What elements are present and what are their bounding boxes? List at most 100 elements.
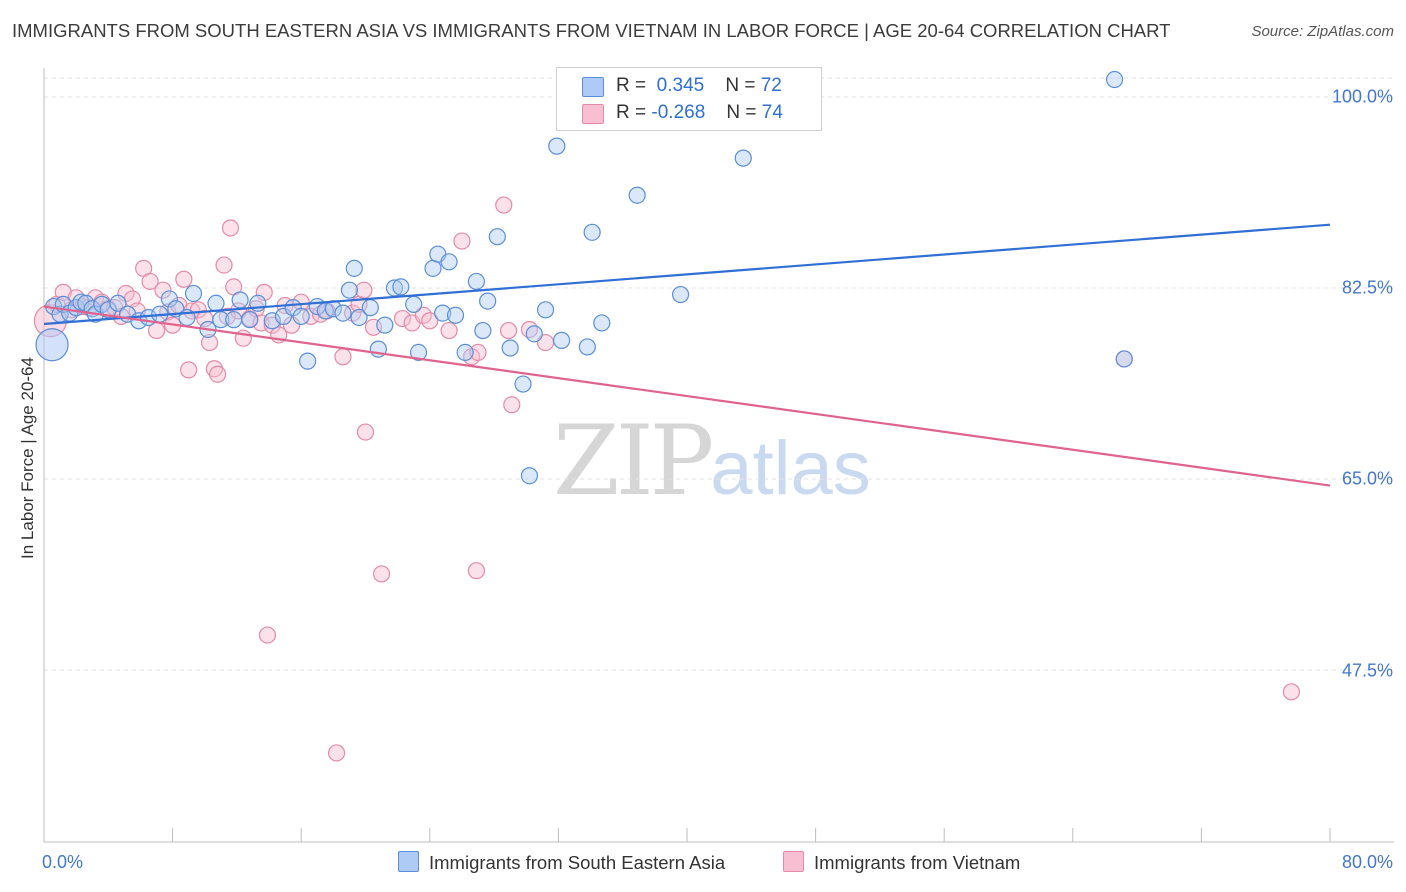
sea-point: [1105, 70, 1124, 89]
vietnam-point: [421, 312, 439, 330]
vietnam-point: [495, 196, 513, 214]
vietnam-point: [356, 423, 375, 441]
watermark-zip: ZIP: [553, 405, 714, 517]
vietnam-point: [258, 626, 277, 644]
sea-point: [241, 311, 259, 329]
sea-point: [514, 375, 532, 393]
y-tick-label: 100.0%: [1331, 86, 1393, 107]
sea-point: [184, 284, 203, 303]
sea-point: [583, 223, 601, 241]
vietnam-point: [54, 283, 72, 301]
sea-point: [99, 301, 117, 319]
vietnam-point: [503, 396, 521, 414]
legend-n-label: N =: [725, 75, 756, 96]
sea-point: [225, 311, 243, 329]
sea-point: [456, 343, 474, 361]
vietnam-point: [372, 565, 391, 583]
vietnam-point: [440, 321, 458, 340]
sea-point: [292, 307, 310, 325]
y-tick-label: 82.5%: [1341, 277, 1393, 298]
y-axis-label: In Labor Force | Age 20-64: [18, 357, 37, 559]
sea-point: [350, 308, 368, 327]
sea-point: [578, 338, 596, 356]
sea-point: [628, 186, 646, 204]
vietnam-point: [154, 281, 172, 299]
sea-point: [299, 352, 317, 370]
legend-n-value: 72: [760, 75, 782, 96]
sea-point: [434, 304, 452, 322]
sea-point: [525, 325, 543, 343]
sea-point: [361, 299, 379, 317]
legend-swatch-blue: [398, 851, 419, 872]
legend-r-value: -0.268: [651, 102, 706, 123]
sea-point: [446, 306, 465, 324]
legend-r-label: R =: [616, 75, 647, 96]
legend-r-label: R =: [616, 102, 647, 123]
vietnam-point: [355, 281, 373, 299]
vietnam-point: [175, 270, 193, 288]
series-sea-points: [35, 70, 1133, 485]
vietnam-point: [499, 321, 518, 340]
legend-swatch-pink: [783, 851, 804, 872]
sea-point: [231, 291, 249, 309]
vietnam-point: [141, 272, 159, 291]
vietnam-point: [255, 283, 273, 301]
sea-point: [274, 307, 293, 325]
sea-point: [160, 290, 178, 308]
sea-point: [1115, 350, 1133, 368]
trend-lines: [43, 223, 1331, 487]
bottom-legend-label: Immigrants from South Eastern Asia: [429, 852, 726, 873]
watermark-atlas: atlas: [710, 426, 871, 511]
vietnam-point: [467, 562, 486, 580]
x-tick-label: 0.0%: [42, 852, 84, 872]
vietnam-point: [1282, 683, 1301, 701]
legend-r-value: 0.345: [656, 75, 705, 96]
sea-point: [520, 467, 539, 485]
sea-point: [467, 272, 486, 291]
sea-point: [392, 278, 410, 296]
sea-point: [593, 314, 611, 332]
sea-point: [474, 321, 492, 340]
sea-point: [263, 312, 281, 330]
correlation-legend: R = 0.345 N = 72 R = -0.268 N = 74: [556, 67, 822, 131]
y-tick-label: 65.0%: [1341, 468, 1393, 489]
sea-point: [671, 285, 690, 304]
sea-point: [35, 328, 69, 362]
sea-point: [424, 259, 442, 277]
sea-point: [479, 292, 497, 310]
vietnam-point: [209, 365, 227, 383]
sea-point: [501, 339, 519, 357]
gridlines: [44, 77, 1394, 671]
vietnam-point: [205, 360, 223, 378]
series-vietnam-points: [33, 74, 1301, 762]
sea-point: [440, 253, 458, 271]
vietnam-point: [215, 256, 233, 274]
sea-point: [548, 137, 566, 155]
legend-swatch-blue: [582, 77, 604, 97]
sea-point: [405, 295, 423, 313]
bottom-legend-sea: Immigrants from South Eastern Asia: [398, 851, 725, 874]
vietnam-point: [469, 343, 487, 361]
sea-point: [553, 331, 571, 349]
sea-point: [488, 228, 506, 246]
legend-n-value: 74: [761, 102, 783, 123]
legend-n-label: N =: [726, 102, 757, 123]
legend-swatch-pink: [582, 104, 604, 124]
sea-point: [207, 294, 225, 312]
vietnam-trend-line: [43, 305, 1331, 487]
vietnam-point: [334, 348, 352, 366]
sea-point: [409, 343, 428, 361]
bottom-legend-label: Immigrants from Vietnam: [814, 852, 1021, 873]
sea-point: [345, 259, 363, 277]
source-credit: Source: ZipAtlas.com: [1251, 23, 1394, 40]
watermark: ZIPatlas: [553, 405, 871, 517]
vietnam-point: [393, 309, 412, 328]
vietnam-point: [263, 316, 281, 334]
chart-title: IMMIGRANTS FROM SOUTH EASTERN ASIA VS IM…: [12, 20, 1171, 41]
sea-point: [376, 316, 394, 334]
vietnam-point: [221, 219, 240, 237]
sea-point: [340, 281, 359, 299]
axes: [43, 68, 1394, 843]
sea-point: [109, 294, 127, 312]
